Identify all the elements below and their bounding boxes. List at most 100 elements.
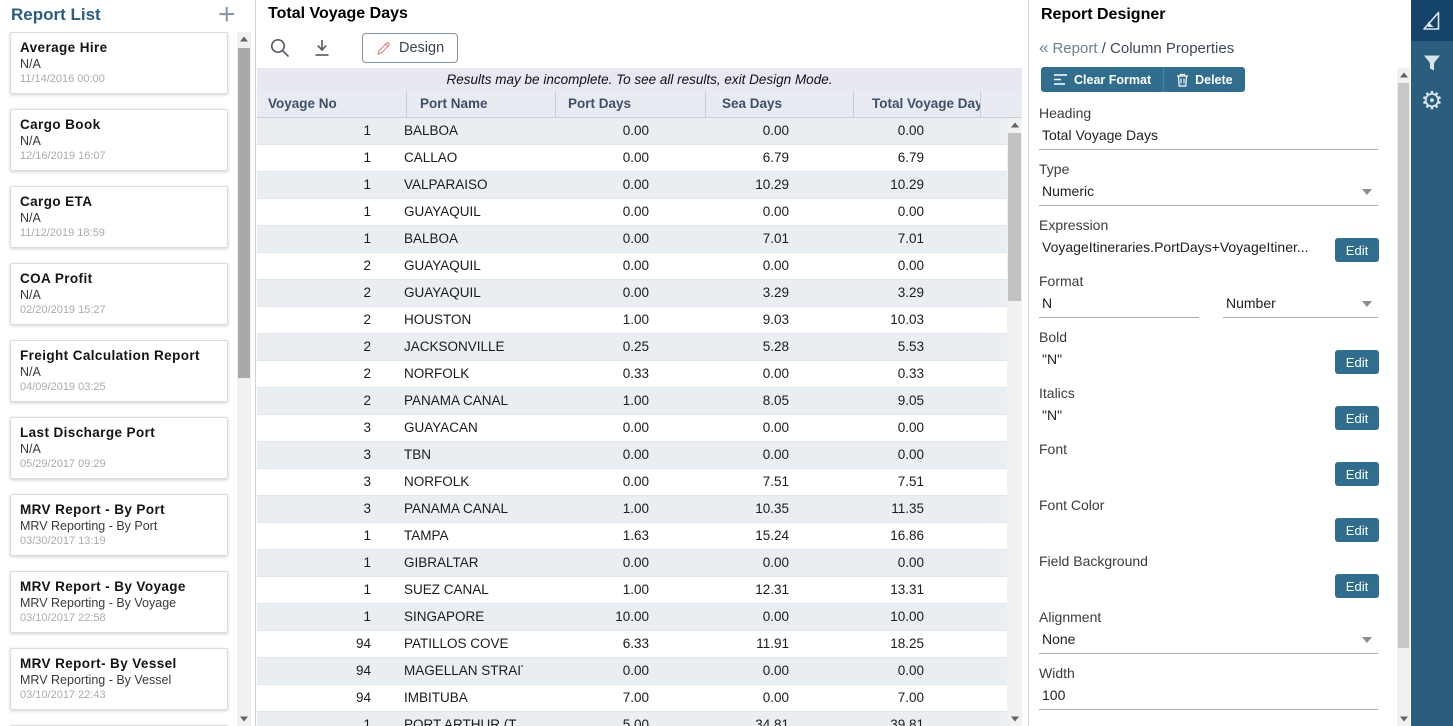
- report-card[interactable]: COA Profit N/A 02/20/2019 15:27: [10, 263, 228, 325]
- report-list-scrollbar[interactable]: [237, 32, 251, 726]
- table-row[interactable]: 2 GUAYAQUIL 0.00 3.29 3.29: [257, 280, 1007, 307]
- table-row[interactable]: 1 GUAYAQUIL 0.00 0.00 0.00: [257, 199, 1007, 226]
- table-cell: 0.00: [762, 447, 789, 462]
- scrollbar-thumb[interactable]: [1398, 83, 1409, 648]
- table-body: 1 BALBOA 0.00 0.00 0.00 1 CALLAO 0.00 6.79 6.79 1 V…: [257, 118, 1007, 726]
- report-card[interactable]: MRV Report - By Port MRV Reporting - By P…: [10, 494, 228, 556]
- table-cell: 7.01: [762, 231, 789, 246]
- design-button[interactable]: Design: [362, 33, 459, 63]
- column-header[interactable]: Voyage No: [257, 91, 407, 117]
- table-cell: 1: [363, 204, 371, 219]
- report-card[interactable]: MRV Report - By Voyage MRV Reporting - By…: [10, 571, 228, 633]
- table-row[interactable]: 1 GIBRALTAR 0.00 0.00 0.00: [257, 550, 1007, 577]
- expression-edit-button[interactable]: Edit: [1335, 238, 1379, 262]
- input-underline: [1039, 653, 1378, 654]
- table-cell: 15.24: [755, 528, 789, 543]
- table-row[interactable]: 1 VALPARAISO 0.00 10.29 10.29: [257, 172, 1007, 199]
- report-card[interactable]: Last Discharge Port N/A 05/29/2017 09:29: [10, 417, 228, 479]
- table-row[interactable]: 1 BALBOA 0.00 7.01 7.01: [257, 226, 1007, 253]
- scroll-down-icon[interactable]: [1397, 712, 1410, 726]
- scroll-down-icon[interactable]: [237, 712, 251, 726]
- breadcrumb-current: Column Properties: [1110, 40, 1235, 57]
- alignment-select[interactable]: None: [1042, 631, 1076, 647]
- table-scrollbar[interactable]: [1007, 118, 1022, 726]
- table-row[interactable]: 1 SINGAPORE 10.00 0.00 10.00: [257, 604, 1007, 631]
- bold-edit-button[interactable]: Edit: [1335, 350, 1379, 374]
- report-card-subtitle: N/A: [20, 134, 41, 148]
- italics-edit-button[interactable]: Edit: [1335, 406, 1379, 430]
- table-cell: 5.28: [762, 339, 789, 354]
- scroll-up-icon[interactable]: [237, 32, 251, 46]
- back-chevron-icon[interactable]: «: [1039, 38, 1049, 57]
- filter-button[interactable]: [1411, 46, 1453, 80]
- report-card[interactable]: Average Hire N/A 11/14/2016 00:00: [10, 32, 228, 94]
- table-row[interactable]: 2 PANAMA CANAL 1.00 8.05 9.05: [257, 388, 1007, 415]
- scroll-up-icon[interactable]: [1397, 68, 1410, 82]
- italics-label: Italics: [1039, 385, 1075, 401]
- settings-button[interactable]: ⚙: [1411, 84, 1453, 118]
- column-header[interactable]: Port Name: [407, 91, 556, 117]
- clear-format-button[interactable]: Clear Format: [1041, 67, 1165, 92]
- field-background-edit-button[interactable]: Edit: [1335, 574, 1379, 598]
- search-icon[interactable]: [268, 36, 292, 60]
- scroll-down-icon[interactable]: [1007, 712, 1022, 726]
- format-type-select[interactable]: Number: [1226, 295, 1276, 311]
- designer-scrollbar[interactable]: [1397, 68, 1410, 726]
- table-cell: 0.00: [622, 150, 649, 165]
- chevron-down-icon[interactable]: [1362, 637, 1372, 643]
- table-row[interactable]: 94 IMBITUBA 7.00 0.00 7.00: [257, 685, 1007, 712]
- table-cell: 0.33: [622, 366, 649, 381]
- table-row[interactable]: 2 HOUSTON 1.00 9.03 10.03: [257, 307, 1007, 334]
- report-card[interactable]: MRV Report- By Vessel MRV Reporting - By …: [10, 648, 228, 710]
- font-edit-button[interactable]: Edit: [1335, 462, 1379, 486]
- table-row[interactable]: 1 PORT ARTHUR (T 5.00 34.81 39.81: [257, 712, 1007, 726]
- heading-input[interactable]: Total Voyage Days: [1042, 127, 1158, 143]
- table-row[interactable]: 1 SUEZ CANAL 1.00 12.31 13.31: [257, 577, 1007, 604]
- table-row[interactable]: 2 JACKSONVILLE 0.25 5.28 5.53: [257, 334, 1007, 361]
- chevron-down-icon[interactable]: [1362, 189, 1372, 195]
- width-input[interactable]: 100: [1042, 687, 1066, 703]
- table-cell: TAMPA: [404, 528, 449, 543]
- report-card[interactable]: Freight Calculation Report N/A 04/09/2019 …: [10, 340, 228, 402]
- table-row[interactable]: 94 MAGELLAN STRAIT 0.00 0.00 0.00: [257, 658, 1007, 685]
- table-row[interactable]: 1 CALLAO 0.00 6.79 6.79: [257, 145, 1007, 172]
- designer-pointer-tool-button[interactable]: [1411, 0, 1453, 41]
- report-card-subtitle: MRV Reporting - By Port: [20, 519, 158, 533]
- report-card-title: Cargo ETA: [20, 194, 93, 209]
- table-row[interactable]: 2 NORFOLK 0.33 0.00 0.33: [257, 361, 1007, 388]
- table-cell: 3: [363, 474, 371, 489]
- delete-button[interactable]: Delete: [1164, 67, 1245, 92]
- scrollbar-thumb[interactable]: [238, 48, 250, 378]
- designer-actions: Clear Format Delete: [1041, 67, 1245, 92]
- add-report-icon[interactable]: +: [218, 0, 236, 31]
- chevron-down-icon[interactable]: [1362, 301, 1372, 307]
- type-select[interactable]: Numeric: [1042, 183, 1095, 199]
- font-color-edit-button[interactable]: Edit: [1335, 518, 1379, 542]
- table-cell: CALLAO: [404, 150, 458, 165]
- scroll-up-icon[interactable]: [1007, 118, 1022, 132]
- download-icon[interactable]: [310, 36, 334, 60]
- scrollbar-thumb[interactable]: [1008, 133, 1021, 301]
- report-list: Average Hire N/A 11/14/2016 00:00 Cargo Boo…: [0, 32, 236, 726]
- column-header[interactable]: Port Days: [556, 91, 706, 117]
- report-card[interactable]: Cargo Book N/A 12/16/2019 16:07: [10, 109, 228, 171]
- column-header[interactable]: Sea Days: [706, 91, 854, 117]
- report-card[interactable]: Cargo ETA N/A 11/12/2019 18:59: [10, 186, 228, 248]
- format-input[interactable]: N: [1042, 295, 1053, 311]
- breadcrumb-report-link[interactable]: Report: [1052, 40, 1098, 57]
- table-row[interactable]: 3 NORFOLK 0.00 7.51 7.51: [257, 469, 1007, 496]
- table-row[interactable]: 3 PANAMA CANAL 1.00 10.35 11.35: [257, 496, 1007, 523]
- field-background-label: Field Background: [1039, 553, 1148, 569]
- table-row[interactable]: 94 PATILLOS COVE 6.33 11.91 18.25: [257, 631, 1007, 658]
- table-row[interactable]: 2 GUAYAQUIL 0.00 0.00 0.00: [257, 253, 1007, 280]
- table-row[interactable]: 3 GUAYACAN 0.00 0.00 0.00: [257, 415, 1007, 442]
- input-underline: [1039, 709, 1378, 710]
- table-row[interactable]: 1 BALBOA 0.00 0.00 0.00: [257, 118, 1007, 145]
- table-cell: BALBOA: [404, 123, 459, 138]
- table-row[interactable]: 1 TAMPA 1.63 15.24 16.86: [257, 523, 1007, 550]
- table-row[interactable]: 3 TBN 0.00 0.00 0.00: [257, 442, 1007, 469]
- report-card-date: 05/29/2017 09:29: [20, 458, 106, 470]
- table-cell: 10.00: [615, 609, 649, 624]
- column-header[interactable]: Total Voyage Days: [854, 91, 981, 117]
